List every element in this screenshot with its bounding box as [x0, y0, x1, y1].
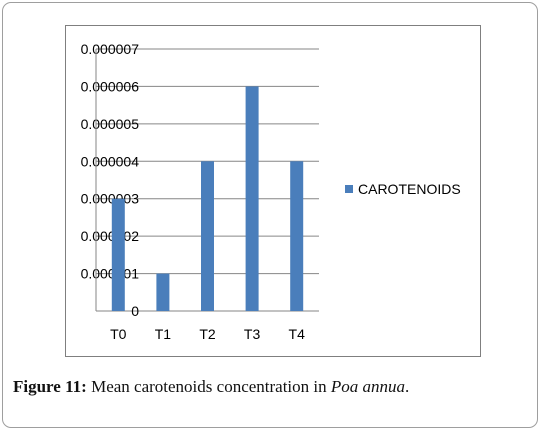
- x-tick-label: T0: [110, 326, 127, 342]
- x-tick-label: T1: [155, 326, 172, 342]
- y-tick-label: 0.000005: [81, 116, 140, 132]
- figure-caption: Figure 11: Mean carotenoids concentratio…: [13, 377, 409, 397]
- y-tick-label: 0.000007: [81, 41, 140, 57]
- caption-label: Figure 11:: [13, 377, 87, 396]
- legend-swatch: [345, 185, 353, 193]
- y-tick-label: 0: [131, 303, 139, 319]
- legend-label: CAROTENOIDS: [358, 181, 461, 197]
- caption-text: Mean carotenoids concentration in: [86, 377, 331, 396]
- bar: [201, 161, 214, 311]
- figure-frame: 0 0.000001 0.000002 0.000003 0.000004 0.00000…: [2, 2, 538, 428]
- caption-species: Poa annua: [330, 377, 406, 396]
- bar: [245, 86, 259, 311]
- bar: [290, 161, 304, 311]
- bar-chart: 0 0.000001 0.000002 0.000003 0.000004 0.00000…: [81, 41, 461, 342]
- x-tick-label: T2: [199, 326, 216, 342]
- bar: [156, 273, 170, 311]
- chart-area: [65, 25, 481, 357]
- x-tick-label: T3: [244, 326, 261, 342]
- y-tick-label: 0.000004: [81, 153, 140, 169]
- y-tick-label: 0.000003: [81, 191, 140, 207]
- x-tick-label: T4: [289, 326, 306, 342]
- y-tick-label: 0.000001: [81, 266, 140, 282]
- y-tick-label: 0.000002: [81, 228, 140, 244]
- caption-end: .: [405, 377, 410, 396]
- y-tick-label: 0.000006: [81, 78, 140, 94]
- bar: [111, 198, 125, 311]
